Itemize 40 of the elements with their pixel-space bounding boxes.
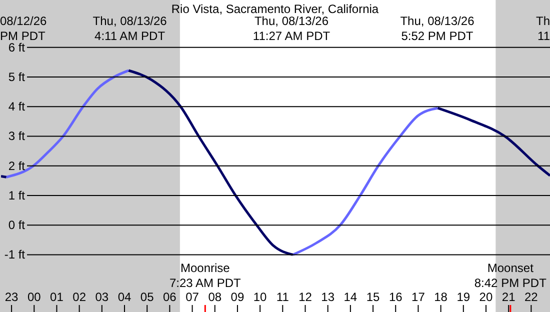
annotation: Moonrise 7:23 AM PDT (169, 261, 242, 290)
x-tick-label: 14 (344, 290, 358, 304)
x-tick-label: 11 (276, 290, 290, 304)
x-tick-label: 15 (366, 290, 380, 304)
x-tick-label: 21 (502, 290, 516, 304)
annotation: Thu, 08/13/26 5:52 PM PDT (400, 14, 475, 43)
x-tick-label: 05 (140, 290, 154, 304)
annotation: 08/12/26 PM PDT (0, 14, 48, 43)
chart-title: Rio Vista, Sacramento River, California (171, 2, 379, 16)
annotation: Thu, 08/13/26 11:27 AM PDT (252, 14, 331, 43)
y-tick-label: -1 ft (4, 248, 26, 262)
y-tick-label: 1 ft (8, 188, 26, 202)
x-tick-label: 09 (230, 290, 244, 304)
x-tick-label: 06 (163, 290, 177, 304)
y-tick-label: 2 ft (8, 158, 26, 173)
x-tick-label: 02 (72, 290, 86, 304)
x-tick-label: 23 (4, 290, 19, 304)
y-tick-label: 5 ft (8, 70, 26, 84)
x-tick-label: 17 (412, 290, 426, 304)
annotation: Thu, 08/13/26 4:11 AM PDT (92, 14, 168, 43)
x-tick-label: 03 (95, 290, 109, 304)
x-tick-label: 01 (50, 290, 64, 304)
annotation: Moonset 8:42 PM PDT (474, 261, 548, 290)
annotation: Th 11 (536, 14, 550, 43)
y-tick-label: 4 ft (8, 100, 26, 114)
y-tick-label: 3 ft (8, 129, 26, 144)
y-tick-label: 0 ft (8, 218, 26, 232)
x-tick-label: 07 (186, 290, 200, 304)
x-tick-label: 22 (524, 290, 538, 304)
y-tick-label: 6 ft (8, 40, 26, 54)
x-tick-label: 13 (321, 290, 335, 304)
x-tick-label: 10 (253, 290, 268, 304)
x-tick-label: 20 (479, 290, 493, 304)
x-tick-label: 12 (298, 290, 312, 304)
x-tick-label: 04 (118, 290, 132, 304)
x-tick-label: 08 (208, 290, 222, 304)
x-tick-label: 18 (434, 290, 448, 304)
x-tick-label: 19 (456, 290, 470, 304)
x-tick-label: 00 (27, 290, 42, 304)
x-tick-label: 16 (388, 290, 403, 304)
